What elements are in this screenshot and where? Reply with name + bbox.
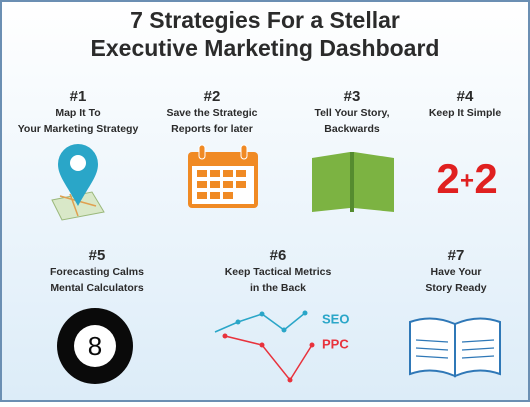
item-text: Reports for later: [171, 123, 253, 135]
item-text: Keep Tactical Metrics: [225, 266, 332, 278]
item-text: Keep It Simple: [429, 107, 502, 119]
item-number: #3: [344, 88, 361, 105]
title-line: 7 Strategies For a Stellar: [130, 7, 400, 33]
title-line: Executive Marketing Dashboard: [91, 35, 440, 61]
item-number: #7: [448, 247, 465, 264]
sum-digit: 2: [436, 155, 459, 202]
item-number: #1: [70, 88, 87, 105]
item-text: Mental Calculators: [50, 282, 144, 294]
map-pin-icon: [51, 144, 105, 221]
calendar-icon: [188, 144, 258, 208]
line-chart-icon: SEO PPC: [214, 310, 349, 383]
item-text: Story Ready: [425, 282, 486, 294]
item-number: #5: [89, 247, 106, 264]
eight-ball-icon: 8: [57, 308, 133, 384]
item-number: #4: [457, 88, 474, 105]
item-text: Have Your: [431, 266, 482, 278]
story-book-icon: [409, 317, 501, 378]
sum-digit: 2: [474, 155, 497, 202]
item-text: Your Marketing Strategy: [18, 123, 139, 135]
book-icon: [312, 152, 394, 212]
ball-number: 8: [88, 331, 102, 361]
item-number: #6: [270, 247, 287, 264]
item-text: in the Back: [250, 282, 306, 294]
seo-label: SEO: [322, 311, 349, 326]
item-text: Map It To: [55, 107, 100, 119]
item-text: Save the Strategic: [166, 107, 257, 119]
item-text: Backwards: [324, 123, 380, 135]
ppc-label: PPC: [322, 336, 349, 351]
item-number: #2: [204, 88, 221, 105]
sum-plus: +: [460, 167, 474, 194]
sum-icon: 2 + 2: [436, 155, 497, 202]
item-text: Tell Your Story,: [314, 107, 389, 119]
item-text: Forecasting Calms: [50, 266, 144, 278]
